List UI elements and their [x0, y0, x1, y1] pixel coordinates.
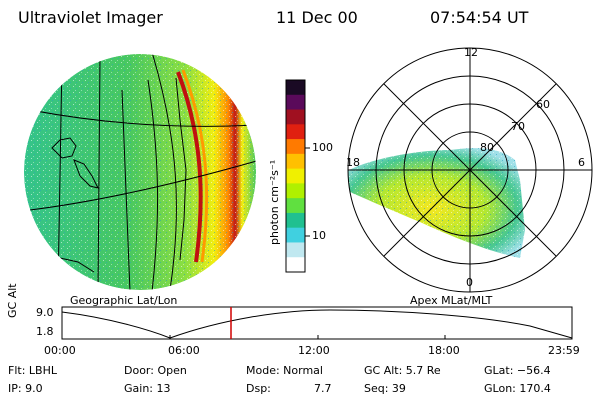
colorbar-segment	[286, 183, 305, 199]
colorbar-segment	[286, 198, 305, 214]
colorbar-tick-10: 10	[312, 229, 326, 242]
time-label: 07:54:54 UT	[430, 8, 529, 27]
altitude-xtick-0000: 00:00	[44, 344, 76, 357]
mlt-label-6: 6	[578, 156, 585, 169]
altitude-ylabel: GC Alt	[6, 283, 19, 318]
info-dsp-value: 7.7	[314, 382, 332, 395]
mlt-label-0: 0	[466, 276, 473, 289]
info-glat: GLat: −56.4	[484, 364, 551, 377]
polar-panel-label: Apex MLat/MLT	[410, 294, 493, 307]
colorbar-segment	[286, 153, 305, 170]
colorbar-frame	[285, 79, 306, 273]
info-glon: GLon: 170.4	[484, 382, 551, 395]
info-mode: Mode: Normal	[246, 364, 323, 377]
colorbar-segment	[286, 80, 305, 96]
altitude-ytick-high: 9.0	[36, 306, 54, 319]
info-seq: Seq: 39	[364, 382, 406, 395]
colorbar-segment	[286, 227, 305, 243]
colorbar-segment	[286, 94, 305, 111]
altitude-xtick-1800: 18:00	[428, 344, 460, 357]
colorbar-tick-100: 100	[312, 141, 333, 154]
instrument-title: Ultraviolet Imager	[18, 8, 163, 27]
info-filter: Flt: LBHL	[8, 364, 57, 377]
info-gain: Gain: 13	[124, 382, 171, 395]
colorbar-segment	[286, 257, 305, 273]
info-ip: IP: 9.0	[8, 382, 43, 395]
date-label: 11 Dec 00	[276, 8, 358, 27]
geographic-panel-label: Geographic Lat/Lon	[70, 294, 178, 307]
info-door: Door: Open	[124, 364, 187, 377]
colorbar-segment	[286, 139, 305, 155]
colorbar-segment	[286, 242, 305, 258]
info-gc-alt: GC Alt: 5.7 Re	[364, 364, 441, 377]
mlt-label-12: 12	[464, 46, 478, 59]
altitude-xtick-2359: 23:59	[548, 344, 580, 357]
info-dsp-label: Dsp:	[246, 382, 271, 395]
altitude-xtick-0600: 06:00	[168, 344, 200, 357]
colorbar-segment	[286, 168, 305, 184]
altitude-xtick-1200: 12:00	[298, 344, 330, 357]
colorbar-segment	[286, 212, 305, 229]
mlat-label-70: 70	[511, 120, 525, 133]
colorbar-segment	[286, 109, 305, 125]
altitude-ytick-low: 1.8	[36, 325, 54, 338]
mlat-label-80: 80	[480, 141, 494, 154]
mlat-label-60: 60	[536, 98, 550, 111]
mlt-label-18: 18	[346, 156, 360, 169]
colorbar-segment	[286, 124, 305, 140]
